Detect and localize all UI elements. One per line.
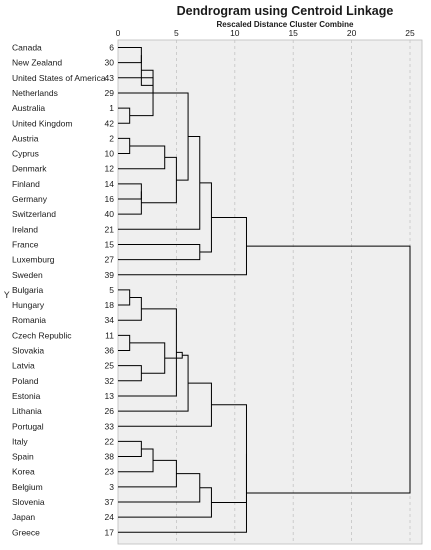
leaf-case-number: 11: [105, 330, 114, 340]
merge-link: [118, 453, 247, 533]
leaf-label: Canada: [12, 43, 42, 53]
x-tick-label: 25: [405, 28, 415, 38]
leaf-label: Estonia: [12, 391, 41, 401]
leaf-label: Korea: [12, 467, 35, 477]
leaf-label: Slovakia: [12, 346, 44, 356]
leaf-case-number: 5: [109, 285, 114, 295]
leaf-label: Sweden: [12, 270, 43, 280]
leaf-label: Denmark: [12, 164, 47, 174]
leaf-label: Romania: [12, 315, 46, 325]
leaf-case-number: 39: [105, 270, 115, 280]
x-axis-ticks: 0 5 10 15 20 25: [116, 28, 415, 38]
leaf-case-number: 29: [105, 88, 115, 98]
leaf-case-number: 40: [105, 209, 115, 219]
dendrogram-links: [118, 47, 411, 533]
leaf-label: Switzerland: [12, 209, 56, 219]
leaf-case-number: 12: [105, 164, 115, 174]
leaf-label: Portugal: [12, 421, 44, 431]
leaf-case-number: 34: [105, 315, 115, 325]
leaf-label: Finland: [12, 179, 40, 189]
leaf-case-number: 3: [109, 482, 114, 492]
leaf-label: Slovenia: [12, 497, 45, 507]
leaf-case-number: 18: [105, 300, 115, 310]
leaf-labels: Canada 6 New Zealand 30 United States of Ame…: [12, 43, 114, 538]
leaf-case-number: 2: [109, 133, 114, 143]
leaf-label: Bulgaria: [12, 285, 43, 295]
leaf-label: Latvia: [12, 361, 35, 371]
x-tick-label: 0: [116, 28, 121, 38]
leaf-case-number: 24: [105, 512, 115, 522]
leaf-case-number: 1: [109, 103, 114, 113]
plot-background: [117, 39, 423, 545]
leaf-case-number: 14: [105, 179, 115, 189]
leaf-case-number: 27: [105, 255, 115, 265]
leaf-case-number: 22: [105, 436, 115, 446]
leaf-case-number: 43: [105, 73, 115, 83]
leaf-label: Belgium: [12, 482, 43, 492]
leaf-case-number: 10: [105, 149, 115, 159]
row-marker-icon: Y: [3, 291, 10, 301]
leaf-case-number: 21: [105, 224, 115, 234]
x-tick-label: 5: [174, 28, 179, 38]
leaf-label: Lithania: [12, 406, 42, 416]
leaf-case-number: 13: [105, 391, 115, 401]
leaf-label: New Zealand: [12, 58, 62, 68]
leaf-label: Czech Republic: [12, 330, 72, 340]
leaf-label: Ireland: [12, 224, 38, 234]
leaf-label: Luxemburg: [12, 255, 55, 265]
leaf-label: Japan: [12, 512, 35, 522]
merge-link: [118, 191, 142, 215]
leaf-case-number: 37: [105, 497, 115, 507]
leaf-label: United States of America: [12, 73, 106, 83]
chart-title: Dendrogram using Centroid Linkage: [177, 4, 394, 18]
leaf-label: Germany: [12, 194, 48, 204]
leaf-label: Austria: [12, 133, 39, 143]
merge-link: [140, 55, 154, 86]
x-tick-label: 15: [288, 28, 298, 38]
leaf-case-number: 36: [105, 346, 115, 356]
merge-link: [246, 245, 411, 494]
leaf-label: United Kingdom: [12, 118, 72, 128]
chart-subtitle: Rescaled Distance Cluster Combine: [217, 20, 354, 29]
leaf-case-number: 17: [105, 527, 115, 537]
leaf-case-number: 15: [105, 239, 115, 249]
leaf-label: France: [12, 239, 39, 249]
leaf-case-number: 25: [105, 361, 115, 371]
leaf-case-number: 23: [105, 467, 115, 477]
leaf-case-number: 32: [105, 376, 115, 386]
x-tick-label: 20: [347, 28, 357, 38]
leaf-case-number: 26: [105, 406, 115, 416]
leaf-case-number: 16: [105, 194, 115, 204]
leaf-label: Netherlands: [12, 88, 58, 98]
x-tick-label: 10: [230, 28, 240, 38]
leaf-label: Cyprus: [12, 149, 39, 159]
leaf-label: Poland: [12, 376, 39, 386]
leaf-label: Greece: [12, 527, 40, 537]
leaf-label: Australia: [12, 103, 45, 113]
leaf-case-number: 42: [105, 118, 115, 128]
leaf-label: Italy: [12, 436, 28, 446]
leaf-case-number: 33: [105, 421, 115, 431]
leaf-case-number: 6: [109, 43, 114, 53]
leaf-case-number: 38: [105, 452, 115, 462]
leaf-label: Spain: [12, 452, 34, 462]
leaf-label: Hungary: [12, 300, 45, 310]
leaf-case-number: 30: [105, 58, 115, 68]
